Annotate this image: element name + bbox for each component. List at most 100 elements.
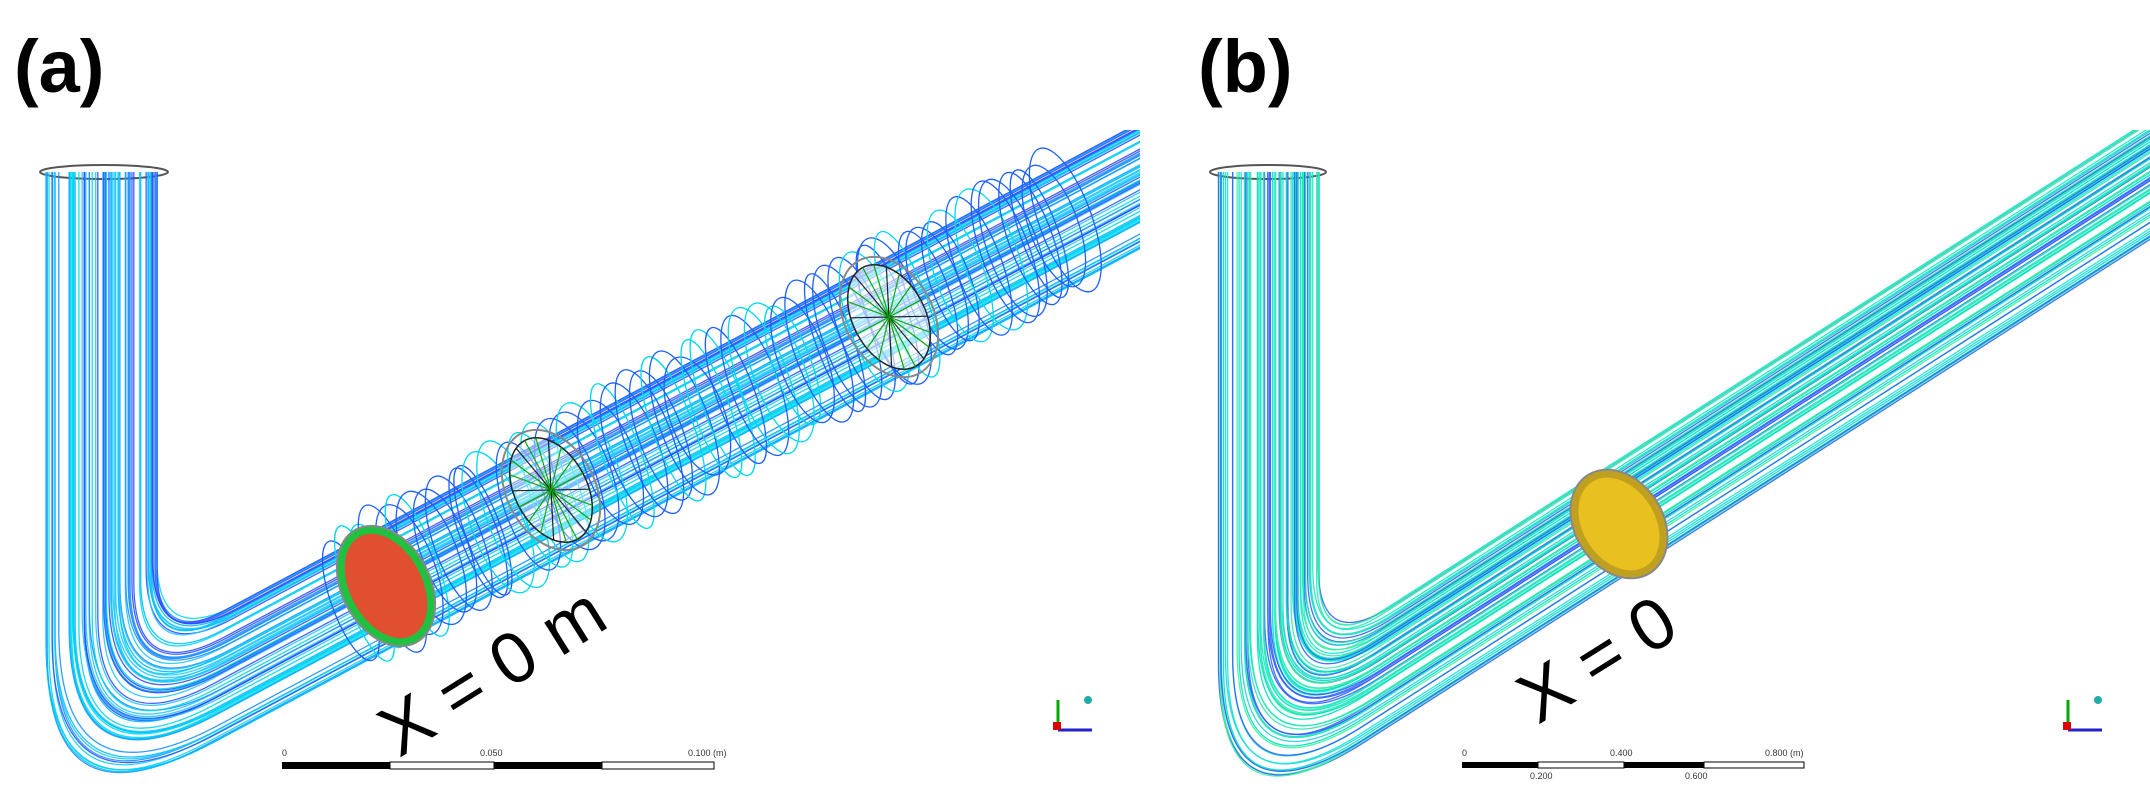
streamline <box>110 172 1140 682</box>
swirl-loop <box>461 451 535 594</box>
streamline <box>78 172 1140 729</box>
streamline <box>105 172 1140 690</box>
streamline <box>1295 146 2150 661</box>
streamline <box>1279 165 2150 683</box>
streamline <box>145 134 1140 635</box>
scale-label: 0 <box>282 748 287 758</box>
swirl-loop <box>977 178 1048 318</box>
streamline <box>54 172 1140 760</box>
streamline <box>1295 146 2150 660</box>
swirl-loop <box>743 302 815 443</box>
streamline <box>1268 172 2150 699</box>
streamline <box>1280 164 2150 679</box>
cross-section <box>838 255 940 379</box>
swirl-loop <box>476 440 551 589</box>
streamline <box>58 172 1140 753</box>
streamline <box>1236 172 2150 749</box>
streamline <box>1315 130 2140 630</box>
streamline <box>1256 172 2150 720</box>
swirl-loop <box>599 382 669 518</box>
streamline <box>119 164 1140 669</box>
streamline <box>1297 143 2150 659</box>
streamline <box>105 172 1140 691</box>
section-wire <box>528 458 574 522</box>
swirl-loop <box>576 399 645 526</box>
swirl-loop <box>1028 147 1102 293</box>
streamline <box>45 172 1140 773</box>
streamline <box>128 153 1140 659</box>
streamline <box>156 130 1128 624</box>
scale-label: 0.400 <box>1610 748 1633 758</box>
streamline <box>1291 150 2150 662</box>
streamline <box>1299 141 2150 651</box>
streamline <box>83 172 1140 722</box>
swirl-loop <box>926 209 994 343</box>
streamline <box>118 164 1140 670</box>
streamline <box>1312 130 2148 630</box>
streamline <box>54 172 1140 758</box>
panel-b-flow <box>1209 130 2150 777</box>
streamline <box>1293 148 2150 665</box>
streamline <box>1260 172 2150 711</box>
swirl-loop <box>998 171 1063 306</box>
streamline <box>150 130 1140 627</box>
section-face <box>344 533 428 639</box>
swirl-loop <box>954 188 1029 331</box>
scale-label: 0.050 <box>480 748 503 758</box>
streamline <box>1286 157 2150 676</box>
streamline <box>1222 172 2150 771</box>
swirl-loop <box>495 441 562 571</box>
streamline <box>68 172 1140 740</box>
streamline <box>1299 141 2150 654</box>
streamline <box>110 172 1140 683</box>
swirl-loop <box>727 306 800 455</box>
streamline <box>1245 172 2150 736</box>
cross-section <box>1569 468 1669 580</box>
streamline <box>103 172 1140 694</box>
streamline <box>1285 158 2150 673</box>
streamline <box>1307 132 2150 639</box>
scale-label: 0.200 <box>1530 771 1553 781</box>
streamline <box>1231 172 2150 756</box>
scale-bar: 0 0.050 0.100 (m) <box>282 748 727 770</box>
panel-a-flow <box>39 130 1140 774</box>
cross-section <box>335 524 437 648</box>
streamline <box>72 172 1140 735</box>
streamline <box>1238 172 2150 747</box>
streamline <box>1310 130 2150 635</box>
streamline <box>147 132 1140 636</box>
swirl-loop <box>689 329 756 477</box>
streamline <box>48 172 1140 771</box>
streamline <box>1275 170 2150 689</box>
streamline <box>117 166 1140 673</box>
streamline <box>1232 172 2150 757</box>
streamline <box>1271 172 2150 695</box>
streamline <box>1257 172 2150 716</box>
streamline <box>1274 171 2150 693</box>
streamline <box>1302 137 2150 651</box>
streamline <box>108 172 1140 686</box>
scale-label: 0.800 (m) <box>1765 748 1804 758</box>
swirl-loop <box>628 370 694 501</box>
streamline <box>155 130 1131 623</box>
swirl-loop <box>507 431 574 568</box>
swirl-loop <box>770 296 836 424</box>
streamline <box>1219 172 2150 777</box>
streamline <box>1220 172 2150 772</box>
streamline <box>88 172 1140 715</box>
streamline <box>1259 172 2150 716</box>
streamline <box>1243 172 2150 738</box>
streamline <box>1279 165 2150 682</box>
swirl-loop <box>614 369 685 515</box>
panel-label: (a) <box>14 25 104 108</box>
streamline <box>1247 172 2150 730</box>
streamline <box>1317 130 2137 626</box>
streamline <box>131 150 1140 655</box>
streamline <box>1274 170 2150 690</box>
scale-label: 0 <box>1462 748 1467 758</box>
streamline <box>1245 172 2150 738</box>
swirl-loop <box>448 467 509 599</box>
streamline <box>1282 161 2150 680</box>
swirl-loop <box>663 356 732 476</box>
swirl-loop <box>424 475 493 611</box>
